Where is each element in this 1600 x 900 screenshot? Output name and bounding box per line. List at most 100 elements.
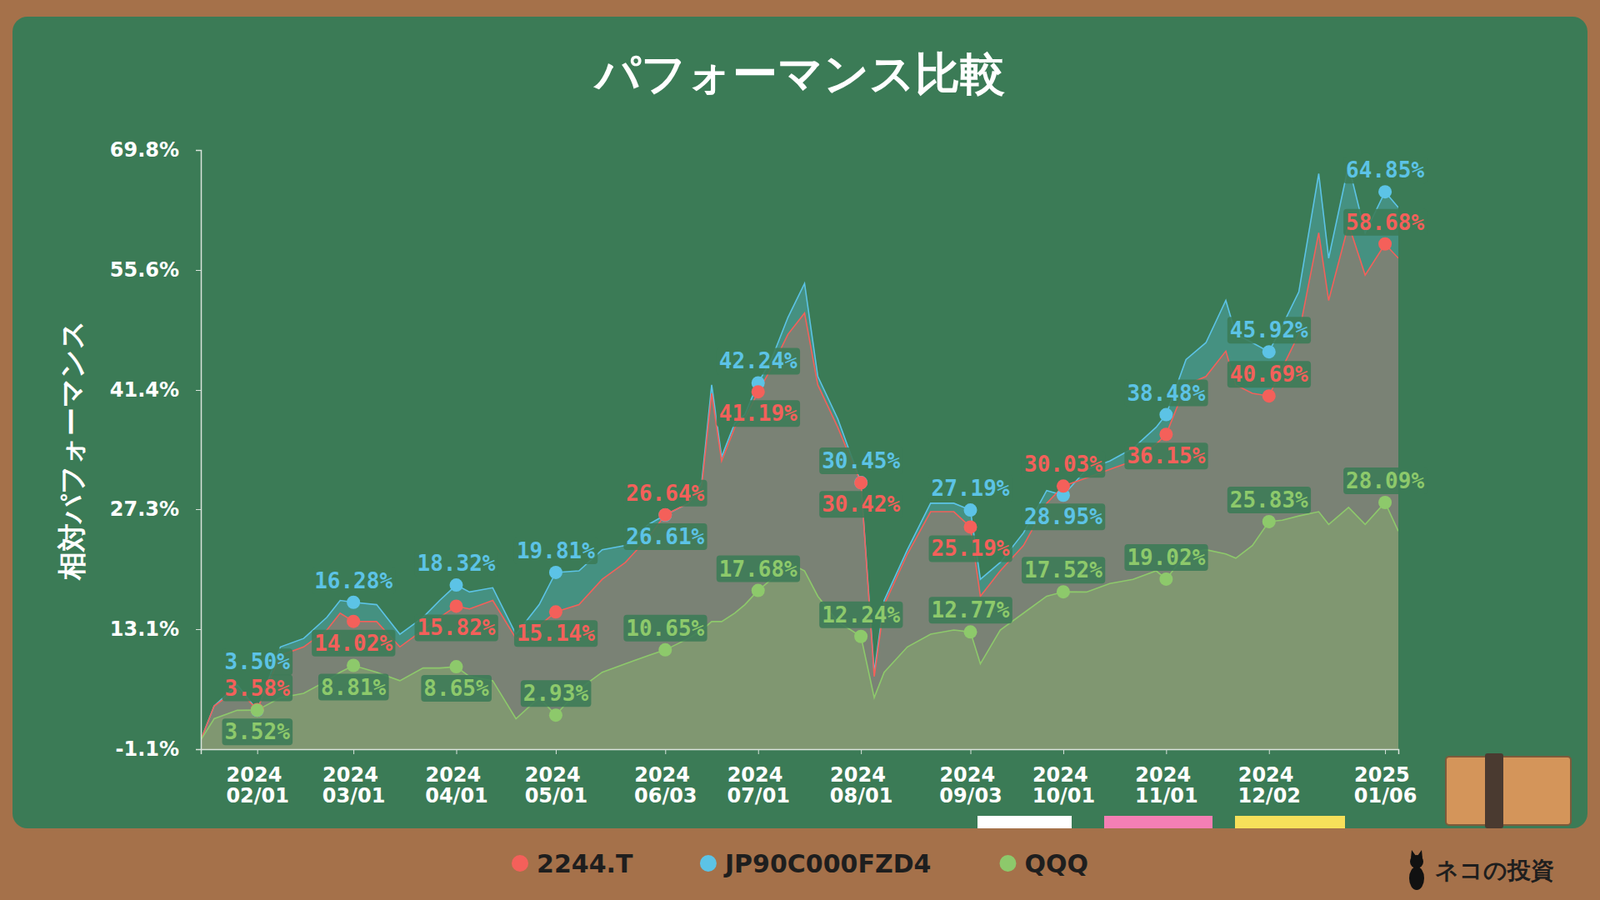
- data-label-group: 40.69%: [1227, 360, 1311, 388]
- x-tick: 2024 09/03: [939, 749, 1003, 808]
- x-tick-label-line: 02/01: [225, 784, 290, 808]
- data-label-patch: [1124, 380, 1208, 407]
- data-label-group: 3.52%: [222, 718, 294, 745]
- x-tick: 2024 03/01: [322, 749, 386, 808]
- data-label-patch: [222, 675, 294, 702]
- legend-label: 2244.T: [536, 849, 634, 879]
- data-label-patch: [311, 630, 395, 657]
- data-point: [751, 385, 765, 399]
- data-label: 17.68%: [719, 556, 798, 582]
- data-label: 42.24%: [719, 348, 798, 374]
- data-label-group: 17.52%: [1021, 556, 1105, 584]
- y-tick: 55.6%: [110, 258, 201, 282]
- data-label: 26.64%: [625, 480, 705, 506]
- x-tick-label-line: 05/01: [525, 784, 589, 808]
- data-label-patch: [1124, 442, 1208, 470]
- x-tick-mark: [665, 749, 666, 755]
- data-label-group: 28.95%: [1021, 503, 1105, 530]
- chalk: [1104, 815, 1213, 829]
- data-label-group: 36.15%: [1124, 442, 1208, 470]
- data-point: [1378, 237, 1392, 251]
- data-label-group: 64.85%: [1343, 156, 1427, 184]
- data-label-group: 8.65%: [420, 675, 492, 702]
- data-label: 10.65%: [625, 615, 705, 641]
- x-tick: 2024 05/01: [525, 749, 589, 808]
- y-tick-label: 55.6%: [110, 258, 180, 282]
- data-label: 19.02%: [1126, 545, 1205, 570]
- x-tick-label: 2025 01/06: [1354, 763, 1418, 808]
- legend-swatch: [511, 855, 529, 872]
- data-label-patch: [929, 535, 1013, 562]
- data-label-group: 10.65%: [623, 615, 707, 642]
- data-label-patch: [1124, 544, 1208, 571]
- data-label-patch: [819, 601, 903, 629]
- credit: ネコの投資: [1409, 850, 1555, 890]
- data-point: [1159, 572, 1173, 586]
- data-label-patch: [1343, 467, 1427, 495]
- data-label: 2.93%: [523, 680, 590, 706]
- legend-label: JP90C000FZD4: [723, 849, 932, 879]
- data-label: 28.95%: [1024, 504, 1103, 530]
- data-point: [1159, 427, 1173, 441]
- data-label-group: 8.81%: [318, 674, 390, 701]
- data-point: [658, 508, 672, 522]
- y-tick-mark: [195, 270, 201, 271]
- y-tick-mark: [195, 629, 201, 630]
- x-tick-label-line: 11/01: [1135, 784, 1199, 808]
- data-label-patch: [222, 648, 294, 675]
- data-label: 41.19%: [719, 400, 798, 426]
- y-tick-mark: [195, 509, 201, 510]
- x-tick: 2024 07/01: [726, 749, 790, 808]
- x-tick: 2025 01/06: [1354, 749, 1418, 808]
- data-label-patch: [415, 550, 499, 577]
- data-point: [658, 643, 672, 657]
- data-label-group: 19.02%: [1124, 544, 1208, 571]
- data-label: 30.42%: [821, 491, 900, 517]
- x-tick-mark: [555, 749, 557, 755]
- data-point: [1262, 345, 1276, 359]
- x-tick-label-line: 04/01: [425, 784, 489, 808]
- data-label: 30.03%: [1024, 451, 1103, 477]
- data-point: [964, 625, 978, 639]
- data-label-group: 26.61%: [623, 523, 707, 550]
- data-label-patch: [1227, 360, 1311, 388]
- x-tick-label-line: 2024: [830, 763, 886, 787]
- data-label-patch: [222, 718, 294, 745]
- x-tick-mark: [1165, 749, 1167, 755]
- chalk: [977, 815, 1072, 829]
- x-tick: 2024 04/01: [425, 749, 489, 808]
- y-tick-label: 13.1%: [110, 617, 180, 641]
- data-label-group: 12.77%: [929, 596, 1013, 624]
- data-label: 28.09%: [1345, 468, 1425, 494]
- data-label-patch: [716, 400, 800, 427]
- y-axis-title: 相対パフォーマンス: [55, 320, 89, 581]
- x-tick-label-line: 2024: [1032, 763, 1089, 787]
- data-label-patch: [311, 567, 395, 595]
- data-label-group: 28.09%: [1343, 467, 1427, 495]
- data-label-group: 2.93%: [520, 680, 592, 707]
- y-axis: -1.1%13.1%27.3%41.4%55.6%69.8%: [110, 138, 202, 761]
- x-tick-label-line: 2024: [525, 763, 581, 787]
- data-label-patch: [318, 674, 390, 701]
- y-tick-mark: [195, 749, 201, 750]
- data-label-group: 12.24%: [819, 601, 903, 629]
- data-label-patch: [514, 620, 598, 647]
- x-tick-label: 2024 03/01: [322, 763, 386, 808]
- data-point: [450, 660, 464, 674]
- data-point: [854, 475, 868, 490]
- data-point: [450, 599, 464, 613]
- x-tick-label-line: 2024: [425, 763, 481, 787]
- x-tick-mark: [1063, 749, 1065, 755]
- cat-icon: [1410, 850, 1423, 859]
- data-label: 3.52%: [225, 719, 291, 745]
- data-label-group: 58.68%: [1343, 209, 1427, 236]
- chalk: [1235, 815, 1345, 829]
- x-tick-mark: [456, 749, 458, 755]
- data-label: 58.68%: [1345, 210, 1425, 235]
- x-tick-mark: [1269, 749, 1270, 755]
- data-label: 45.92%: [1230, 317, 1309, 343]
- data-label-group: 15.82%: [415, 614, 499, 641]
- x-tick: 2024 10/01: [1032, 749, 1096, 808]
- data-label-group: 16.28%: [311, 567, 395, 595]
- data-label-patch: [1021, 556, 1105, 584]
